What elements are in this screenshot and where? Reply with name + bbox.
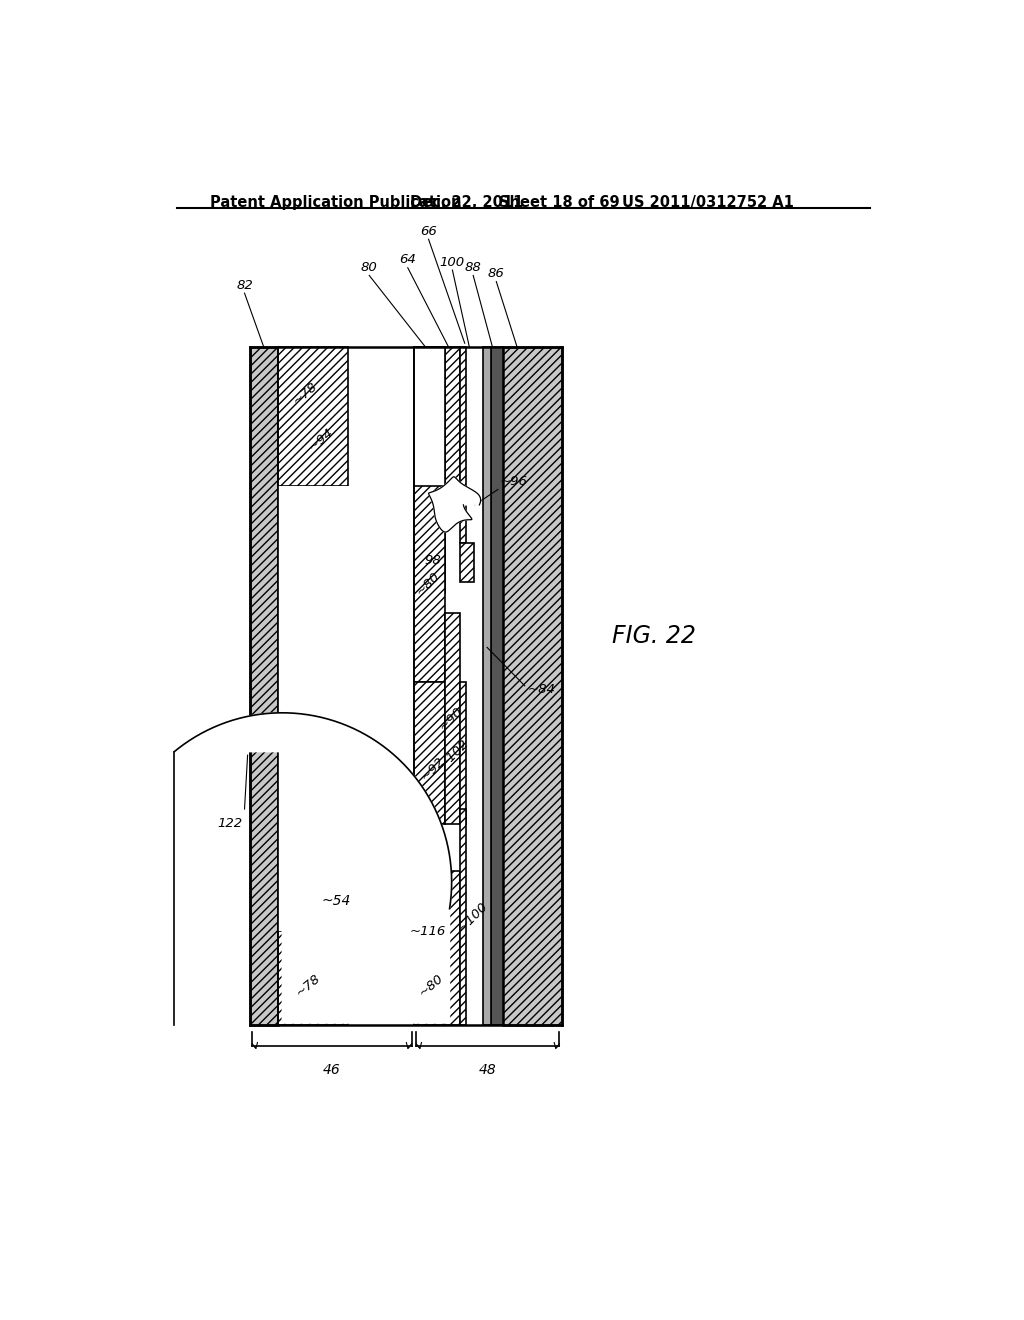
Text: 82: 82 <box>237 279 253 292</box>
Bar <box>444 347 460 486</box>
Text: 86: 86 <box>487 267 505 280</box>
Text: US 2011/0312752 A1: US 2011/0312752 A1 <box>622 194 794 210</box>
Bar <box>250 347 279 1024</box>
Text: 80: 80 <box>360 261 378 275</box>
Bar <box>414 347 444 486</box>
Text: ~96: ~96 <box>500 475 527 488</box>
Text: ~90: ~90 <box>436 704 465 733</box>
Text: ~78: ~78 <box>291 379 321 407</box>
Text: FIG. 22: FIG. 22 <box>611 624 695 648</box>
Text: ~116: ~116 <box>410 925 445 939</box>
Text: 122: 122 <box>217 817 243 830</box>
Text: 48: 48 <box>479 1063 497 1077</box>
Text: ~100: ~100 <box>455 899 489 935</box>
Bar <box>414 486 444 682</box>
Text: ~80: ~80 <box>414 569 442 598</box>
Bar <box>414 682 444 825</box>
Polygon shape <box>429 477 480 532</box>
Bar <box>414 528 444 594</box>
Text: Patent Application Publication: Patent Application Publication <box>210 194 462 210</box>
Bar <box>414 347 444 594</box>
Bar <box>483 347 490 1024</box>
Bar <box>444 871 460 1024</box>
Bar <box>503 347 562 1024</box>
Text: 120: 120 <box>435 506 461 519</box>
Bar <box>460 682 466 825</box>
Bar <box>460 809 466 1024</box>
Text: ~54: ~54 <box>322 894 351 908</box>
Text: Sheet 18 of 69: Sheet 18 of 69 <box>499 194 620 210</box>
Text: ~92: ~92 <box>419 754 447 783</box>
Text: ~80: ~80 <box>416 972 445 999</box>
Bar <box>490 347 503 1024</box>
Bar <box>460 347 466 544</box>
Bar <box>279 486 414 932</box>
Text: 64: 64 <box>399 253 416 267</box>
Text: ~94: ~94 <box>306 425 336 453</box>
Text: ~102: ~102 <box>436 735 471 771</box>
Text: Dec. 22, 2011: Dec. 22, 2011 <box>410 194 523 210</box>
Bar <box>279 932 348 1024</box>
Polygon shape <box>174 713 452 1023</box>
Bar <box>460 544 474 582</box>
Text: 100: 100 <box>440 256 465 268</box>
Text: 46: 46 <box>323 1063 341 1077</box>
Bar <box>279 347 348 486</box>
Text: 98: 98 <box>425 554 441 568</box>
Text: 88: 88 <box>465 261 481 275</box>
Bar <box>444 612 460 825</box>
Bar <box>414 932 444 1024</box>
Bar <box>279 486 348 932</box>
Text: 66: 66 <box>420 224 437 238</box>
Text: ~84: ~84 <box>527 684 555 696</box>
Text: ~78: ~78 <box>293 972 323 999</box>
